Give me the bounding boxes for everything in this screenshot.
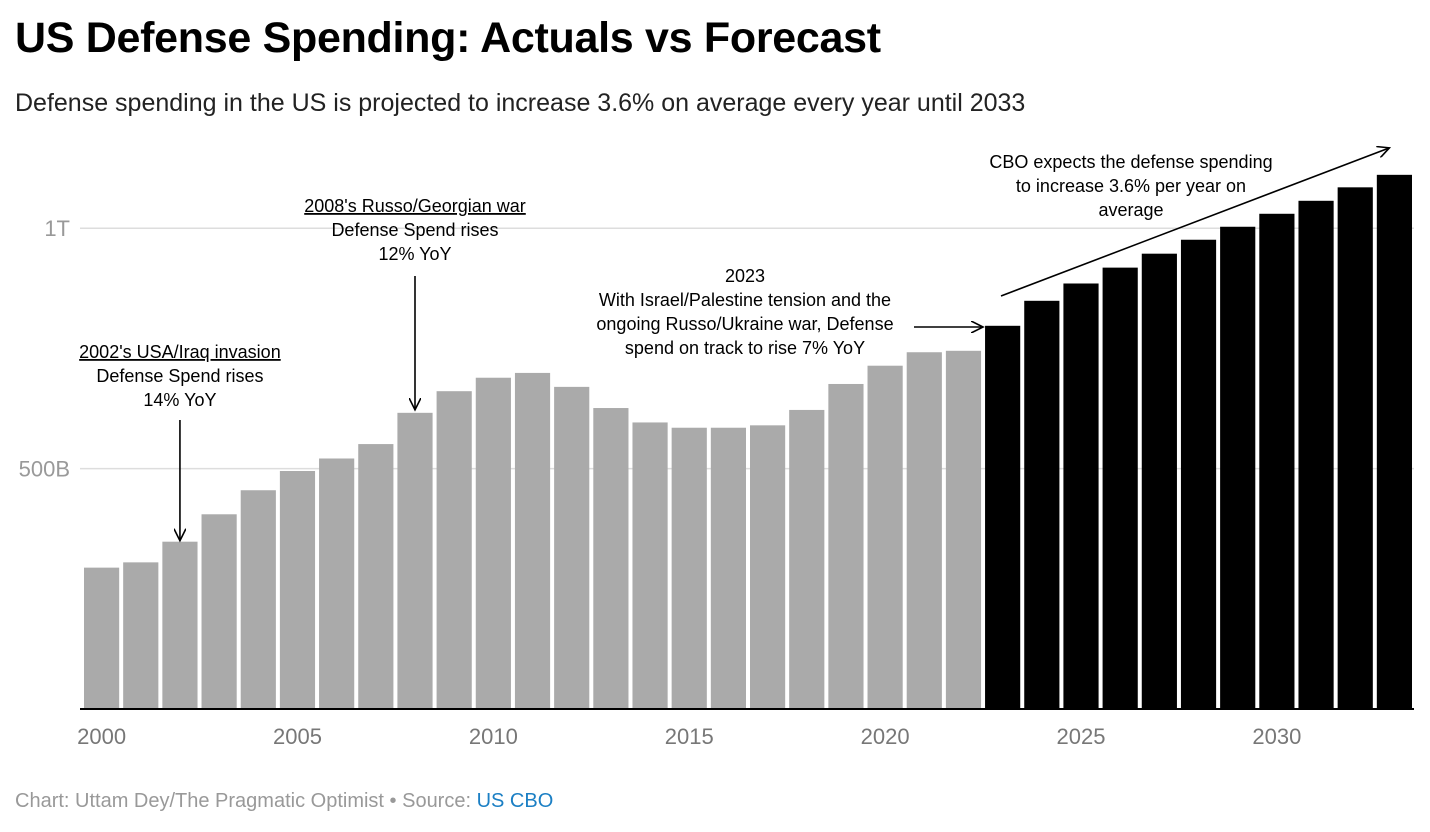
chart-title: US Defense Spending: Actuals vs Forecast [15, 14, 881, 62]
bar-2014 [632, 422, 668, 709]
y-tick-label: 1T [44, 216, 70, 241]
x-tick-label: 2030 [1252, 724, 1301, 749]
bar-2000 [84, 567, 120, 709]
bar-2033 [1376, 174, 1412, 710]
bar-2005 [279, 471, 316, 709]
x-axis: 2000 2005 2010 2015 2020 2025 2030 [77, 708, 1414, 749]
y-tick-label: 500B [19, 457, 70, 482]
bar-2022 [945, 350, 982, 709]
bar-2010 [475, 377, 511, 709]
bar-2028 [1180, 239, 1217, 709]
bar-2011 [514, 372, 551, 709]
bar-2003 [201, 514, 237, 709]
x-tick-label: 2015 [665, 724, 714, 749]
annotation-cbo: CBO expects the defense spending to incre… [989, 152, 1272, 220]
bar-2020 [867, 365, 903, 709]
x-tick-label: 2020 [861, 724, 910, 749]
chart-subtitle: Defense spending in the US is projected … [15, 89, 1026, 117]
bar-2012 [554, 386, 590, 709]
bar-2024 [1024, 300, 1060, 709]
x-tick-label: 2010 [469, 724, 518, 749]
bar-2002 [162, 541, 198, 709]
footer-credit: Chart: Uttam Dey/The Pragmatic Optimist … [15, 790, 477, 812]
chart-footer: Chart: Uttam Dey/The Pragmatic Optimist … [15, 790, 553, 813]
bar-2032 [1337, 187, 1373, 709]
bar-2016 [710, 427, 746, 709]
bar-series [84, 174, 1412, 710]
x-tick-label: 2005 [273, 724, 322, 749]
bar-2030 [1259, 213, 1295, 709]
bar-2008 [397, 412, 433, 709]
bar-2019 [828, 383, 864, 709]
source-link[interactable]: US CBO [476, 790, 554, 812]
x-tick-label: 2000 [77, 724, 126, 749]
arrow-cbo [1000, 148, 1389, 297]
x-tick-label: 2025 [1057, 724, 1106, 749]
bar-2023 [985, 325, 1021, 709]
bar-2001 [123, 562, 159, 709]
annotation-iraq: 2002's USA/Iraq invasion Defense Spend ri… [79, 342, 281, 410]
bar-2026 [1102, 267, 1138, 709]
bar-2029 [1220, 226, 1256, 709]
annotation-ukraine: 2023 With Israel/Palestine tension and th… [596, 266, 893, 358]
bar-2007 [358, 444, 394, 709]
bar-2015 [671, 427, 707, 709]
bar-2021 [906, 352, 942, 709]
bar-2009 [436, 391, 472, 709]
bar-2013 [593, 408, 629, 709]
bar-2006 [319, 458, 355, 709]
chart-plot: 500B 1T 2000 2005 2010 2015 2020 2025 2030 2002… [19, 0, 1414, 749]
bar-2004 [240, 490, 276, 709]
annotations: 2002's USA/Iraq invasion Defense Spend ri… [79, 148, 1389, 541]
bar-2025 [1063, 283, 1099, 709]
bar-2017 [750, 425, 786, 709]
annotation-georgia: 2008's Russo/Georgian war Defense Spend r… [304, 196, 526, 264]
bar-2027 [1141, 253, 1177, 709]
y-gridlines: 500B 1T [19, 216, 1414, 482]
bar-2018 [789, 409, 825, 709]
bar-2031 [1298, 200, 1334, 709]
